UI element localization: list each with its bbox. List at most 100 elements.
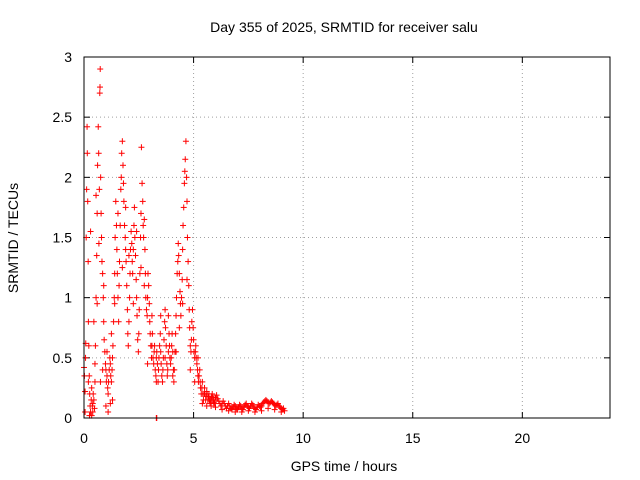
data-point — [90, 390, 97, 397]
data-point — [165, 312, 172, 319]
data-point — [188, 318, 195, 325]
data-point — [134, 312, 141, 319]
data-point — [176, 270, 183, 277]
data-point — [184, 234, 191, 241]
tick-layer: 0 5 10 15 20 0 0.5 1 1.5 2 2.5 3 — [53, 49, 610, 446]
data-point — [135, 348, 142, 355]
data-point — [180, 222, 187, 229]
data-point — [130, 300, 137, 307]
data-point — [82, 354, 89, 361]
data-point — [133, 228, 140, 235]
data-point — [199, 400, 206, 407]
data-point — [134, 336, 141, 343]
data-point — [144, 360, 151, 367]
data-point — [245, 407, 252, 414]
data-point — [93, 294, 100, 301]
data-point — [181, 168, 188, 175]
data-point — [88, 384, 95, 391]
data-point — [236, 401, 243, 408]
y-tick-label: 2 — [64, 169, 72, 185]
data-point — [278, 408, 285, 415]
data-point — [95, 123, 102, 130]
x-tick-label: 0 — [80, 430, 88, 446]
y-axis-title: SRMTID / TECUs — [5, 183, 21, 293]
data-point — [185, 258, 192, 265]
data-point — [109, 366, 116, 373]
data-point — [265, 405, 272, 412]
data-point — [169, 372, 176, 379]
data-point — [109, 396, 116, 403]
data-point — [124, 330, 131, 337]
data-point — [258, 407, 265, 414]
data-point — [187, 366, 194, 373]
data-point — [156, 342, 163, 349]
x-tick-label: 15 — [405, 430, 421, 446]
data-point — [162, 354, 169, 361]
data-point — [157, 348, 164, 355]
data-point — [119, 138, 126, 145]
data-point — [231, 401, 238, 408]
data-point — [100, 294, 107, 301]
data-point — [152, 372, 159, 379]
data-point — [208, 402, 215, 409]
y-tick-label: 2.5 — [53, 109, 73, 125]
data-point — [118, 174, 125, 181]
data-point — [168, 354, 175, 361]
data-point — [141, 282, 148, 289]
data-point — [185, 282, 192, 289]
data-point — [281, 407, 288, 414]
data-point — [192, 348, 199, 355]
data-point — [84, 123, 91, 130]
data-point — [164, 372, 171, 379]
data-point — [95, 150, 102, 157]
data-point — [84, 198, 91, 205]
data-point — [132, 252, 139, 259]
data-point — [181, 180, 188, 187]
data-point — [124, 306, 131, 313]
data-point — [238, 408, 245, 415]
data-point — [98, 258, 105, 265]
data-point — [113, 246, 120, 253]
data-point — [136, 270, 143, 277]
data-point — [129, 258, 136, 265]
data-point — [133, 276, 140, 283]
data-point — [122, 204, 129, 211]
data-point — [174, 258, 181, 265]
data-point — [140, 222, 147, 229]
data-point — [94, 162, 101, 169]
data-point — [120, 198, 127, 205]
data-point — [112, 234, 119, 241]
data-point — [95, 240, 102, 247]
data-point — [85, 258, 92, 265]
data-point — [98, 234, 105, 241]
data-point — [123, 282, 130, 289]
x-axis-title: GPS time / hours — [291, 458, 398, 474]
data-point — [161, 318, 168, 325]
data-point — [219, 406, 226, 413]
data-point — [168, 342, 175, 349]
data-point — [107, 360, 114, 367]
data-point — [149, 330, 156, 337]
data-point — [130, 222, 137, 229]
data-point — [102, 402, 109, 409]
data-point — [130, 246, 137, 253]
data-point — [138, 144, 145, 151]
data-point — [182, 138, 189, 145]
data-point — [146, 300, 153, 307]
data-point — [146, 318, 153, 325]
data-point — [90, 396, 97, 403]
data-point — [109, 354, 116, 361]
data-point — [141, 246, 148, 253]
data-point — [153, 378, 160, 385]
data-point — [175, 252, 182, 259]
x-tick-label: 5 — [190, 430, 198, 446]
data-point — [135, 330, 142, 337]
data-point — [157, 312, 164, 319]
data-point — [159, 378, 166, 385]
data-point — [201, 384, 208, 391]
data-point — [109, 342, 116, 349]
data-point — [111, 300, 118, 307]
data-point — [196, 372, 203, 379]
chart-title: Day 355 of 2025, SRMTID for receiver sal… — [210, 19, 478, 35]
